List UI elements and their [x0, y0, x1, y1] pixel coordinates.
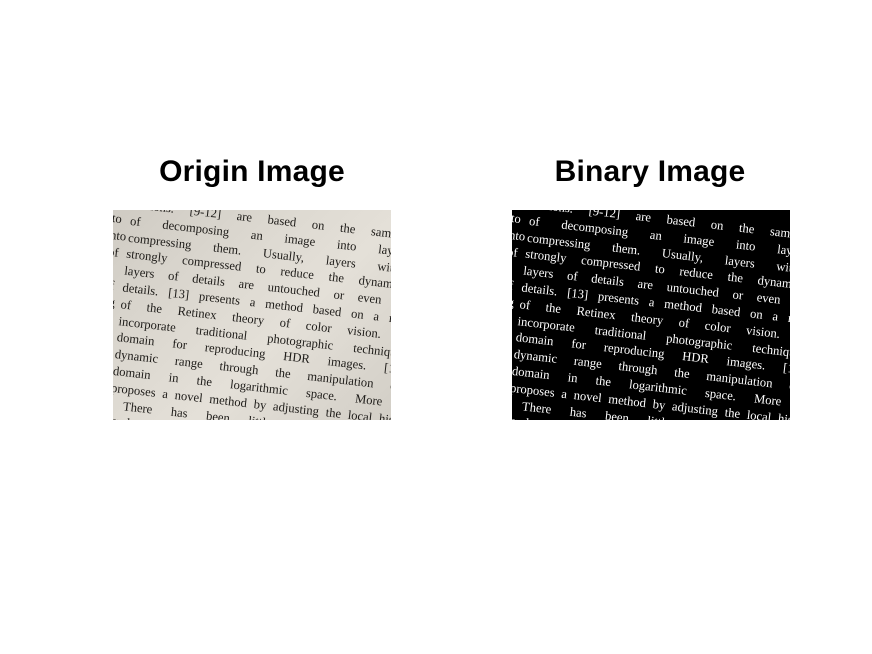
origin-image: tontoofefngnere tactions. [9-12] are bas…: [113, 210, 391, 420]
binary-image-title: Binary Image: [554, 155, 746, 188]
origin-text-block: tactions. [9-12] are based on the same m…: [113, 210, 391, 420]
binary-image: tontoofefngnere tactions. [9-12] are bas…: [512, 210, 790, 420]
origin-image-title: Origin Image: [159, 155, 345, 188]
binary-text-block: tactions. [9-12] are based on the same m…: [512, 210, 790, 420]
